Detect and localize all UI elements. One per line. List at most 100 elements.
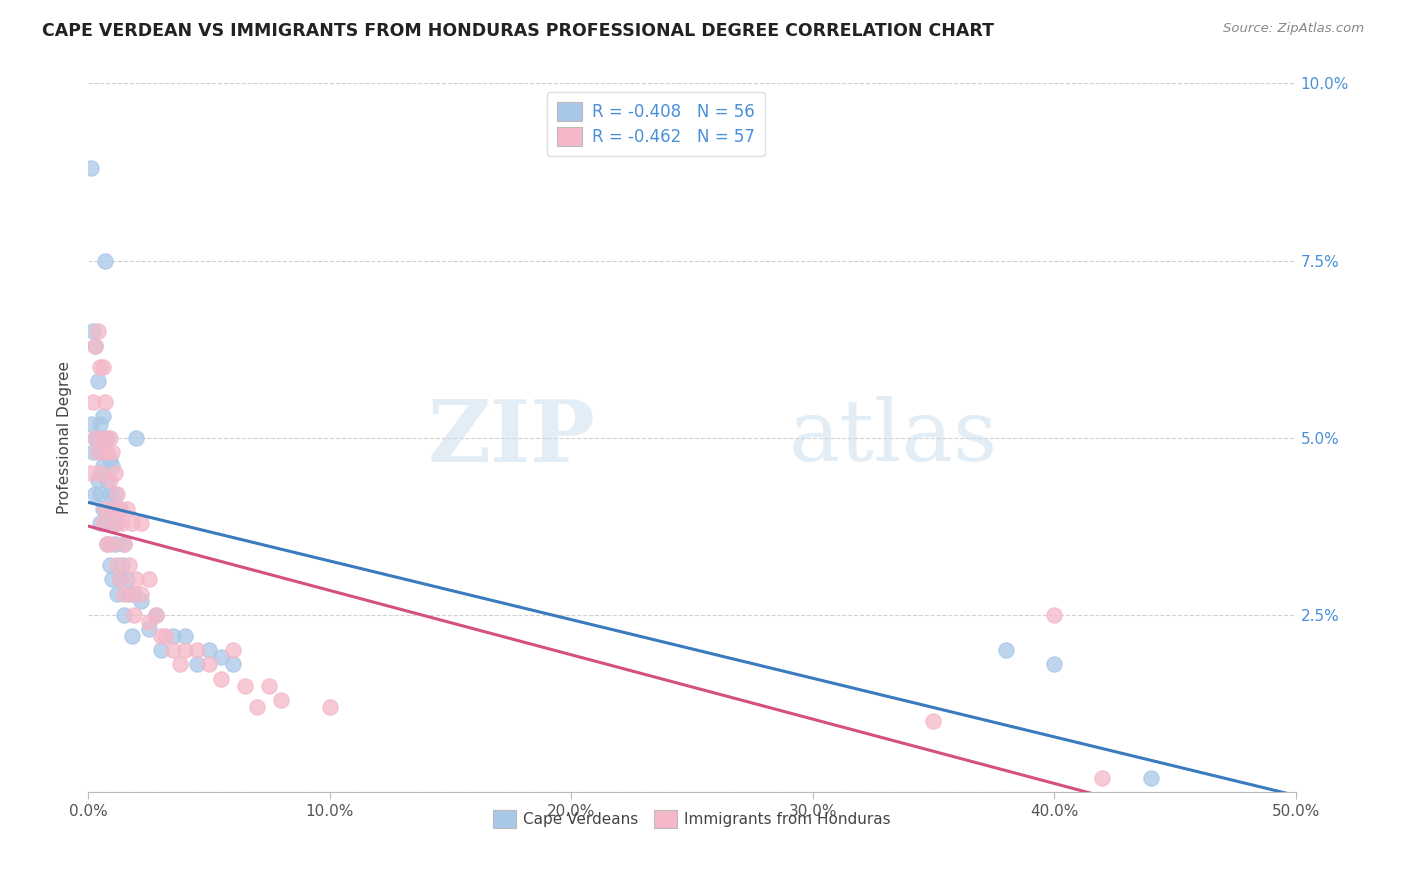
Point [149,629,172,643]
Point [129,516,152,530]
Point [89,466,111,480]
Point [222,657,245,672]
Point [112,537,135,551]
Point [198,643,221,657]
Point [118,558,141,573]
Y-axis label: Professional Degree: Professional Degree [58,361,72,514]
Point [233,679,256,693]
Point [87,473,110,487]
Point [89,445,111,459]
Point [98,452,121,467]
Point [91,359,114,374]
Text: CAPE VERDEAN VS IMMIGRANTS FROM HONDURAS PROFESSIONAL DEGREE CORRELATION CHART: CAPE VERDEAN VS IMMIGRANTS FROM HONDURAS… [42,22,994,40]
Point [169,657,191,672]
Point [98,487,121,501]
Point [94,516,117,530]
Point [84,431,107,445]
Point [246,700,269,714]
Point [125,431,148,445]
Point [173,629,195,643]
Point [105,586,128,600]
Point [101,458,124,473]
Point [96,537,118,551]
Point [108,501,131,516]
Point [101,501,124,516]
Point [1091,771,1114,785]
Point [82,395,104,409]
Point [89,516,111,530]
Point [89,359,111,374]
Point [79,161,101,176]
Point [1139,771,1161,785]
Point [145,607,167,622]
Point [162,643,184,657]
Point [94,431,117,445]
Legend: Cape Verdeans, Immigrants from Honduras: Cape Verdeans, Immigrants from Honduras [486,804,897,834]
Point [922,714,945,728]
Point [104,516,127,530]
Point [79,417,101,431]
Point [222,643,245,657]
Point [87,374,110,388]
Point [149,643,172,657]
Point [96,445,118,459]
Point [115,501,138,516]
Point [89,417,111,431]
Point [108,573,131,587]
Point [209,650,232,665]
Point [98,537,121,551]
Point [1043,657,1066,672]
Point [122,607,145,622]
Point [115,573,138,587]
Point [96,537,118,551]
Point [105,558,128,573]
Point [84,487,107,501]
Point [173,643,195,657]
Point [108,501,131,516]
Point [138,573,160,587]
Point [91,516,114,530]
Point [259,679,281,693]
Point [112,537,135,551]
Point [129,593,152,607]
Point [91,501,114,516]
Point [87,431,110,445]
Point [105,487,128,501]
Point [138,615,160,629]
Point [129,586,152,600]
Point [186,657,208,672]
Point [82,325,104,339]
Point [79,466,101,480]
Point [118,586,141,600]
Point [111,516,134,530]
Point [111,558,134,573]
Point [994,643,1017,657]
Point [94,253,117,268]
Point [94,395,117,409]
Point [82,445,104,459]
Point [125,573,148,587]
Point [98,431,121,445]
Point [209,672,232,686]
Point [91,458,114,473]
Point [198,657,221,672]
Point [84,338,107,352]
Text: ZIP: ZIP [427,396,595,480]
Point [121,516,143,530]
Text: Source: ZipAtlas.com: Source: ZipAtlas.com [1223,22,1364,36]
Point [1043,607,1066,622]
Point [84,431,107,445]
Point [112,607,135,622]
Point [87,325,110,339]
Point [122,586,145,600]
Point [96,431,118,445]
Point [98,473,121,487]
Point [104,487,127,501]
Point [94,501,117,516]
Point [91,409,114,424]
Point [155,629,177,643]
Point [138,622,160,636]
Point [145,607,167,622]
Point [98,558,121,573]
Point [318,700,340,714]
